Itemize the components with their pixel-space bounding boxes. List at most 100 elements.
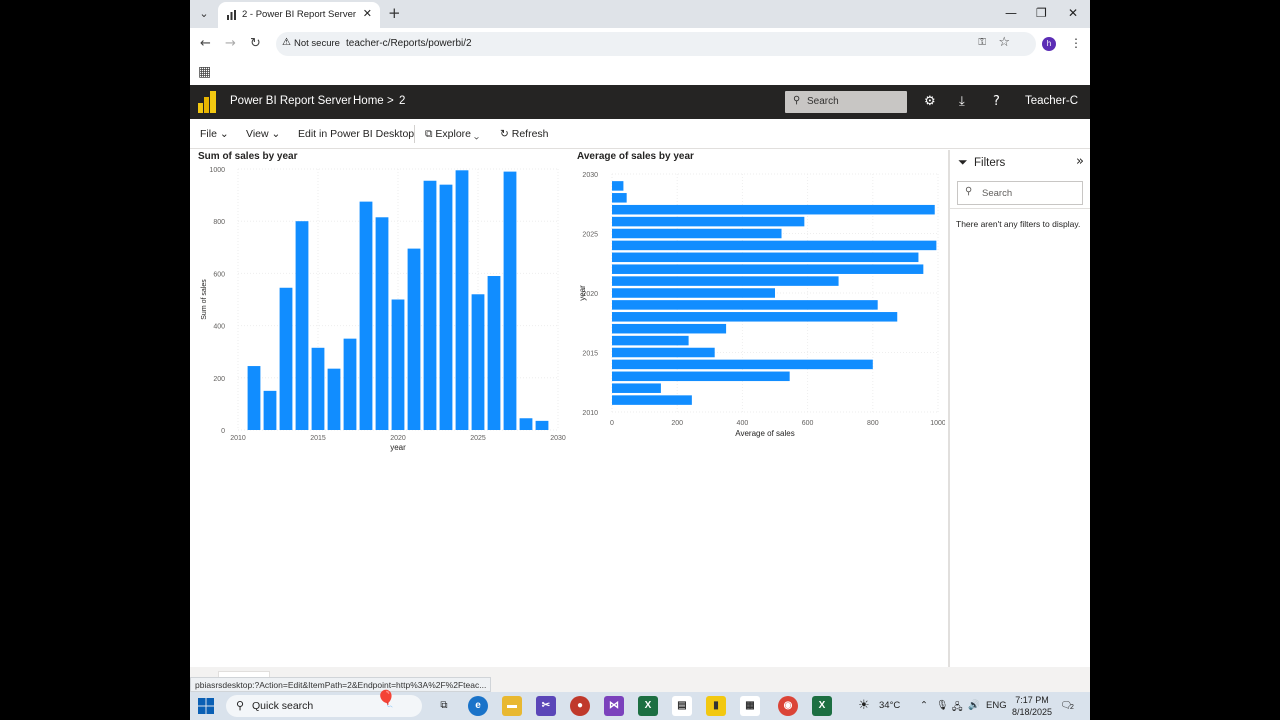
y-tick-label: 2010: [582, 410, 598, 417]
chevron-down-icon: ⌄: [271, 128, 281, 140]
explore-menu[interactable]: ⧉ Explore ⌄: [425, 128, 479, 141]
taskbar-search-box[interactable]: ⚲ Quick search 🎈: [226, 689, 422, 717]
status-bar-url: pbiasrsdesktop:?Action=Edit&ItemPath=2&E…: [190, 677, 492, 692]
snipping-tool-icon[interactable]: ✂: [536, 696, 556, 716]
x-tick-label: 2030: [550, 435, 566, 442]
temperature[interactable]: 34°C: [879, 700, 901, 711]
show-hidden-icons-icon[interactable]: ⌃: [920, 700, 928, 711]
chart-bar: [375, 217, 389, 430]
chart-bar: [295, 221, 309, 430]
user-name[interactable]: Teacher-C: [1025, 95, 1079, 107]
chart-bar: [612, 359, 873, 370]
settings-gear-icon[interactable]: ⚙: [924, 94, 936, 109]
notification-center-icon[interactable]: 🗨: [1060, 700, 1073, 711]
chart-bar: [327, 368, 341, 430]
app-name[interactable]: Power BI Report Server: [230, 95, 352, 107]
chart-bar: [612, 216, 805, 227]
browser-window: ⌄ 2 - Power BI Report Server ✕ + — ❐ ✕ ←…: [190, 0, 1090, 692]
chart-bar: [612, 193, 627, 203]
browser-tab[interactable]: 2 - Power BI Report Server ✕: [218, 2, 380, 28]
filters-divider: [950, 208, 1090, 209]
clock[interactable]: 7:17 PM 8/18/2025: [1012, 694, 1052, 718]
filters-pane: ⏷ Filters » ⚲ Search There aren't any fi…: [948, 150, 1090, 667]
x-tick-label: 2010: [230, 435, 246, 442]
powerbi-desktop-icon[interactable]: ▮: [706, 696, 726, 716]
chart-bar: [612, 240, 937, 251]
collapse-pane-icon[interactable]: »: [1076, 154, 1084, 169]
filters-search-input[interactable]: ⚲ Search: [957, 181, 1083, 205]
excel-icon[interactable]: X: [638, 696, 658, 716]
y-axis-label: year: [578, 285, 587, 301]
chart-bar: [391, 299, 405, 430]
sum-of-sales-column-chart[interactable]: 0 200 400 600 800 1000 2010 2015 2020 2025 2030 yea…: [190, 162, 575, 462]
microphone-icon[interactable]: 🎙: [936, 700, 949, 711]
weather-icon[interactable]: ☀: [858, 697, 870, 712]
chart-bar: [279, 287, 293, 430]
taskbar-search-label: Quick search: [252, 700, 314, 712]
address-bar[interactable]: ⚠ Not secure teacher-c/Reports/powerbi/2…: [276, 32, 1036, 56]
chart-bar: [359, 201, 373, 430]
average-of-sales-bar-chart[interactable]: 0 200 400 600 800 1000 2010 2015 2020 2025 2030 Ave…: [575, 162, 945, 452]
pbi-search-placeholder: Search: [807, 96, 839, 107]
y-tick-label: 400: [213, 324, 225, 331]
excel-active-icon[interactable]: X: [812, 696, 832, 716]
chart-bar: [487, 276, 501, 430]
reload-icon[interactable]: ↻: [250, 36, 261, 51]
browser-menu-icon[interactable]: ⋮: [1070, 36, 1082, 50]
x-tick-label: 0: [610, 420, 614, 427]
notepad-icon[interactable]: ▤: [672, 696, 692, 716]
tab-search-chevron-icon[interactable]: ⌄: [199, 7, 209, 20]
edge-icon[interactable]: e: [468, 696, 488, 716]
powerbi-tab-icon: [227, 10, 236, 20]
explore-menu-label: Explore: [435, 128, 472, 140]
breadcrumb-separator-icon: >: [387, 95, 394, 107]
report-toolbar: File ⌄ View ⌄ Edit in Power BI Desktop ⧉…: [190, 119, 1090, 149]
pbi-search-box[interactable]: ⚲ Search: [785, 91, 907, 113]
security-label[interactable]: Not secure: [294, 38, 340, 49]
y-tick-label: 2030: [582, 172, 598, 179]
search-icon: ⚲: [793, 95, 801, 106]
forward-arrow-icon[interactable]: →: [225, 36, 236, 51]
volume-icon[interactable]: 🔊: [968, 700, 980, 711]
chart-bar: [535, 420, 549, 430]
help-icon[interactable]: ?: [993, 94, 1000, 109]
profile-avatar[interactable]: h: [1042, 37, 1056, 51]
y-tick-label: 600: [213, 271, 225, 278]
minimize-icon[interactable]: —: [1005, 6, 1017, 20]
y-axis-label: Sum of sales: [201, 279, 208, 320]
tab-close-icon[interactable]: ✕: [362, 7, 372, 20]
back-arrow-icon[interactable]: ←: [200, 36, 211, 51]
download-icon[interactable]: ⤓: [959, 94, 965, 109]
report-builder-icon[interactable]: ▦: [740, 696, 760, 716]
edit-in-desktop-button[interactable]: Edit in Power BI Desktop: [298, 128, 415, 140]
address-bar-row: ← → ↻ ⚠ Not secure teacher-c/Reports/pow…: [190, 28, 1090, 60]
chart-bar: [612, 335, 689, 346]
record-icon[interactable]: ●: [570, 696, 590, 716]
breadcrumb-home[interactable]: Home: [353, 95, 384, 107]
bookmark-star-icon[interactable]: ☆: [998, 35, 1010, 50]
chrome-icon[interactable]: ◉: [778, 696, 798, 716]
breadcrumb-current: 2: [399, 95, 406, 107]
view-menu-label: View: [246, 128, 269, 140]
warning-icon: ⚠: [282, 37, 291, 48]
restore-icon[interactable]: ❐: [1036, 6, 1047, 20]
visual-studio-icon[interactable]: ⋈: [604, 696, 624, 716]
password-key-icon[interactable]: ⚿: [978, 37, 986, 48]
url-text[interactable]: teacher-c/Reports/powerbi/2: [346, 38, 472, 49]
refresh-button[interactable]: ↻ Refresh: [500, 128, 549, 140]
apps-grid-icon[interactable]: ▦: [198, 64, 212, 80]
task-view-icon[interactable]: ⧉: [440, 700, 448, 711]
window-close-icon[interactable]: ✕: [1068, 6, 1079, 20]
x-tick-label: 2025: [470, 435, 486, 442]
file-explorer-icon[interactable]: ▬: [502, 696, 522, 716]
language[interactable]: ENG: [986, 700, 1007, 711]
network-icon[interactable]: 🖧: [952, 702, 963, 713]
y-tick-label: 0: [221, 428, 225, 435]
search-icon: ⚲: [236, 699, 245, 712]
windows-start-icon[interactable]: [198, 698, 214, 714]
chart-bar: [612, 312, 898, 322]
file-menu[interactable]: File ⌄: [200, 128, 229, 140]
view-menu[interactable]: View ⌄: [246, 128, 280, 140]
new-tab-button[interactable]: +: [388, 4, 401, 22]
clock-time: 7:17 PM: [1015, 695, 1049, 705]
